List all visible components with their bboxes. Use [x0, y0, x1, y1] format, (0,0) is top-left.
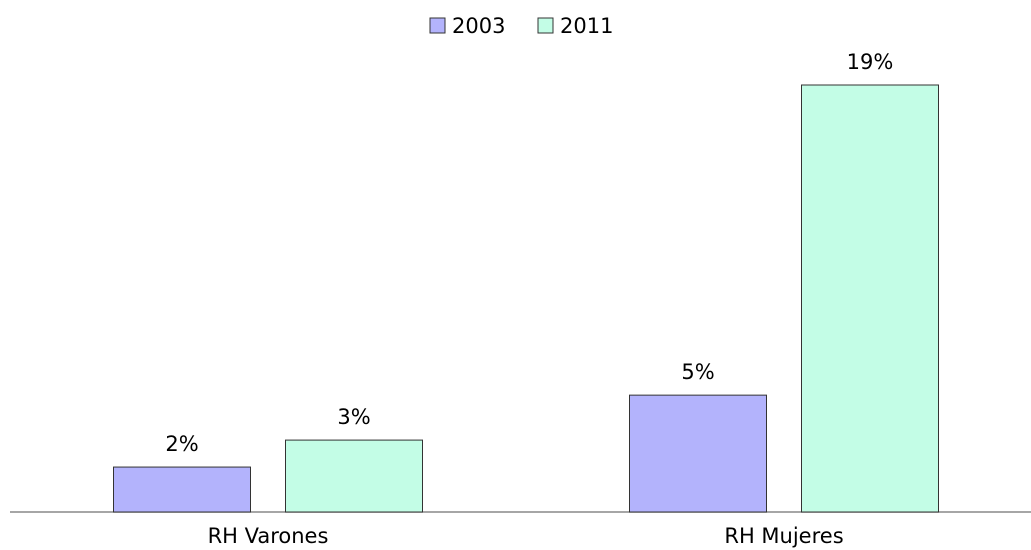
x-tick-label: RH Mujeres [724, 524, 843, 548]
value-label: 3% [337, 405, 370, 429]
bar [285, 439, 423, 513]
value-label: 2% [165, 432, 198, 456]
legend-label: 2003 [452, 14, 505, 38]
bar [801, 84, 939, 513]
legend-label: 2011 [560, 14, 613, 38]
legend-swatch [429, 17, 446, 34]
legend-swatch [537, 17, 554, 34]
x-tick-label: RH Varones [208, 524, 329, 548]
value-label: 5% [681, 360, 714, 384]
bar [629, 394, 767, 513]
value-label: 19% [847, 50, 894, 74]
bar [113, 466, 251, 513]
